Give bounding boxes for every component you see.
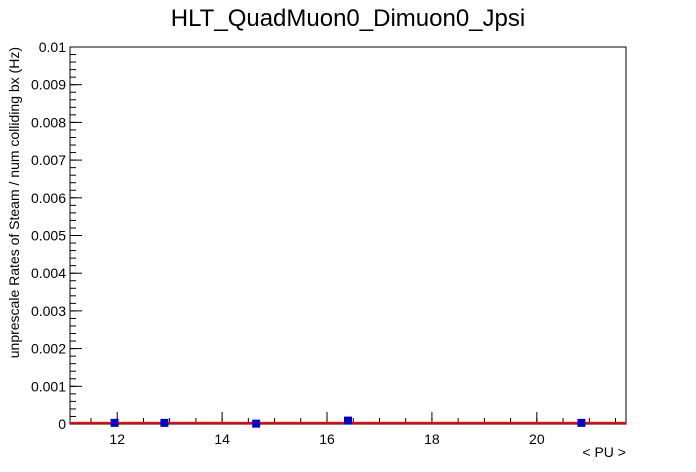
y-axis-title: unprescale Rates of Steam / num collidin… — [6, 47, 22, 358]
x-tick-label: 18 — [424, 431, 440, 447]
y-tick-label: 0.002 — [31, 341, 66, 357]
y-tick-label: 0.001 — [31, 378, 66, 394]
data-point — [160, 418, 169, 427]
y-tick-label: 0.008 — [31, 114, 66, 130]
y-tick-label: 0.006 — [31, 190, 66, 206]
x-axis-title: < PU > — [582, 444, 626, 460]
data-point — [344, 416, 352, 425]
data-points — [110, 416, 586, 428]
y-axis: 0 0.001 0.002 0.003 0.004 0.005 0.006 0.007 0.00… — [31, 39, 82, 432]
y-tick-label: 0 — [58, 416, 66, 432]
y-tick-label: 0.003 — [31, 303, 66, 319]
y-tick-label: 0.007 — [31, 152, 66, 168]
y-tick-label: 0.009 — [31, 77, 66, 93]
x-tick-label: 20 — [529, 431, 545, 447]
data-point — [577, 418, 586, 427]
x-tick-label: 12 — [109, 431, 125, 447]
x-tick-label: 16 — [319, 431, 335, 447]
x-tick-label: 14 — [214, 431, 230, 447]
y-tick-label: 0.004 — [31, 265, 66, 281]
x-axis: 12 14 16 18 20 — [90, 412, 617, 447]
data-point — [110, 418, 119, 427]
plot-frame — [69, 46, 627, 425]
y-tick-label: 0.005 — [31, 228, 66, 244]
data-point — [252, 419, 261, 428]
chart-title: HLT_QuadMuon0_Dimuon0_Jpsi — [171, 5, 525, 32]
y-tick-label: 0.01 — [39, 39, 66, 55]
